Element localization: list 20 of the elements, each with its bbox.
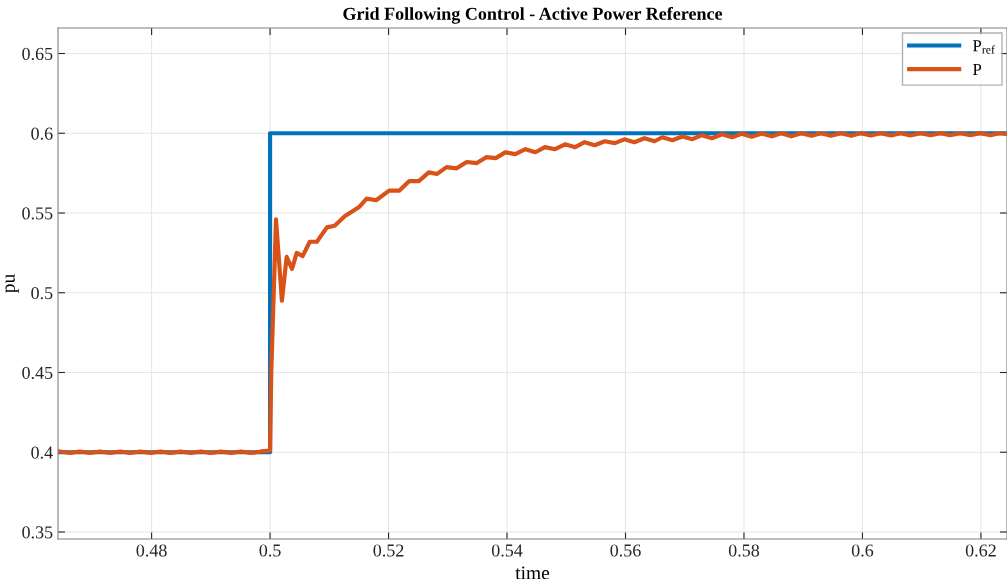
x-tick-label: 0.62 <box>965 544 996 557</box>
x-tick-label: 0.48 <box>136 544 167 557</box>
x-tick-label: 0.58 <box>728 544 760 557</box>
y-tick-label: 0.55 <box>22 207 53 220</box>
x-tick-label: 0.54 <box>491 544 523 557</box>
y-tick-label: 0.6 <box>31 127 53 140</box>
y-tick-label: 0.4 <box>31 446 53 459</box>
chart-title: Grid Following Control - Active Power Reference <box>343 6 723 24</box>
legend-label: P <box>972 63 982 75</box>
x-axis-title: time <box>515 566 550 579</box>
x-tick-label: 0.5 <box>259 544 281 557</box>
x-tick-label: 0.56 <box>610 544 641 557</box>
y-tick-label: 0.5 <box>31 287 53 300</box>
y-tick-label: 0.65 <box>22 47 53 61</box>
y-tick-label: 0.35 <box>22 526 53 539</box>
x-tick-label: 0.6 <box>851 544 874 557</box>
y-axis-title: pu <box>5 274 19 293</box>
x-tick-label: 0.52 <box>373 544 404 557</box>
legend-label: P$_{ref}$ <box>972 40 995 54</box>
y-tick-label: 0.45 <box>22 366 53 380</box>
